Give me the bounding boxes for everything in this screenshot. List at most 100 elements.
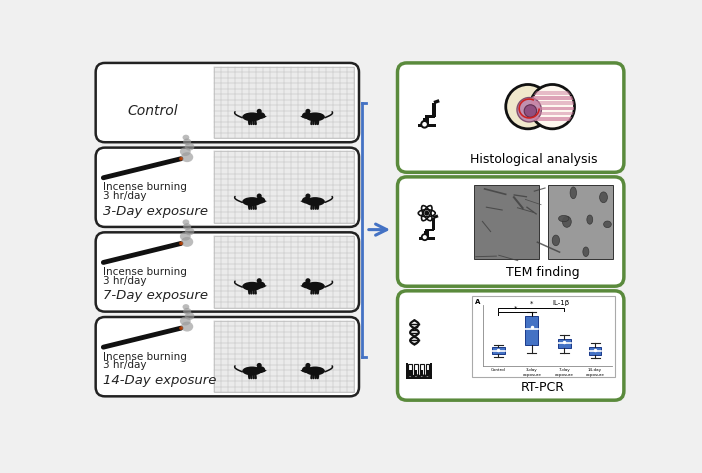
Ellipse shape (180, 232, 191, 241)
Ellipse shape (183, 139, 191, 145)
Text: Incense burning: Incense burning (103, 267, 187, 277)
Bar (472, 296, 615, 377)
Ellipse shape (414, 375, 418, 377)
Circle shape (305, 278, 310, 283)
Ellipse shape (305, 282, 325, 291)
Ellipse shape (587, 215, 592, 224)
Text: RT-PCR: RT-PCR (520, 381, 564, 394)
Ellipse shape (180, 316, 191, 325)
Bar (409, 369, 411, 376)
Bar (425, 230, 429, 238)
Circle shape (305, 363, 310, 368)
Circle shape (517, 97, 541, 122)
Polygon shape (264, 285, 267, 288)
Text: 3-day
exposure: 3-day exposure (522, 368, 541, 377)
Bar (526, 316, 538, 345)
Bar (492, 347, 505, 354)
Ellipse shape (185, 143, 194, 150)
Bar (406, 375, 432, 379)
Circle shape (505, 85, 550, 129)
Ellipse shape (302, 112, 311, 119)
Ellipse shape (183, 219, 190, 225)
Bar (420, 369, 423, 376)
Ellipse shape (583, 247, 589, 256)
Bar (426, 369, 429, 376)
Text: IL-1β: IL-1β (552, 300, 569, 306)
Ellipse shape (562, 216, 571, 228)
Bar (433, 99, 439, 104)
Ellipse shape (185, 228, 194, 235)
Bar (530, 91, 574, 95)
Text: Control: Control (127, 104, 178, 117)
Circle shape (421, 121, 428, 128)
FancyBboxPatch shape (95, 148, 359, 227)
Bar (432, 218, 435, 230)
Circle shape (422, 234, 428, 240)
Bar (530, 112, 574, 115)
Circle shape (179, 242, 183, 245)
Circle shape (305, 109, 310, 114)
Ellipse shape (242, 282, 262, 291)
Ellipse shape (305, 197, 325, 206)
Bar (419, 237, 435, 240)
Circle shape (530, 85, 574, 129)
Ellipse shape (185, 312, 194, 320)
Text: 3 hr/day: 3 hr/day (103, 360, 147, 370)
Ellipse shape (302, 197, 311, 204)
Ellipse shape (256, 112, 265, 119)
Bar (425, 364, 430, 376)
FancyBboxPatch shape (397, 63, 624, 172)
Text: 3-Day exposure: 3-Day exposure (103, 204, 208, 218)
Text: TEM finding: TEM finding (505, 265, 579, 279)
Text: 7-Day exposure: 7-Day exposure (103, 289, 208, 302)
FancyBboxPatch shape (397, 177, 624, 286)
Bar (214, 236, 355, 308)
Ellipse shape (604, 221, 611, 228)
Circle shape (257, 278, 262, 283)
Ellipse shape (181, 237, 193, 247)
Ellipse shape (242, 113, 262, 121)
Text: Incense burning: Incense burning (103, 351, 187, 362)
Circle shape (424, 210, 429, 216)
Ellipse shape (420, 375, 423, 377)
Polygon shape (300, 200, 303, 203)
Text: Histological analysis: Histological analysis (470, 153, 597, 166)
Text: 7-day
exposure: 7-day exposure (555, 368, 574, 377)
Ellipse shape (242, 197, 262, 206)
Bar (588, 347, 602, 355)
Bar (425, 228, 434, 231)
Ellipse shape (183, 304, 190, 310)
Circle shape (524, 105, 536, 117)
Text: *: * (529, 301, 533, 307)
Bar (409, 364, 412, 376)
Polygon shape (264, 369, 267, 372)
Ellipse shape (181, 152, 193, 162)
FancyBboxPatch shape (95, 317, 359, 396)
Ellipse shape (183, 223, 191, 230)
FancyBboxPatch shape (95, 63, 359, 142)
Bar (430, 363, 432, 375)
Bar (530, 96, 574, 100)
Ellipse shape (302, 366, 311, 373)
Circle shape (179, 157, 183, 160)
Bar (214, 67, 355, 139)
Bar (414, 364, 418, 376)
Bar (406, 363, 408, 375)
Bar (530, 102, 574, 105)
Ellipse shape (305, 367, 325, 376)
Ellipse shape (409, 375, 412, 377)
Circle shape (257, 363, 262, 368)
Bar (214, 151, 355, 223)
Bar (424, 231, 426, 237)
Text: Incense burning: Incense burning (103, 182, 187, 193)
Bar (414, 369, 418, 376)
Ellipse shape (183, 308, 191, 315)
Bar (214, 321, 355, 393)
Ellipse shape (600, 192, 607, 203)
Ellipse shape (256, 366, 265, 373)
Ellipse shape (242, 367, 262, 376)
Text: *: * (513, 306, 517, 311)
Bar (425, 115, 435, 118)
Polygon shape (264, 200, 267, 203)
Text: A: A (475, 299, 480, 305)
